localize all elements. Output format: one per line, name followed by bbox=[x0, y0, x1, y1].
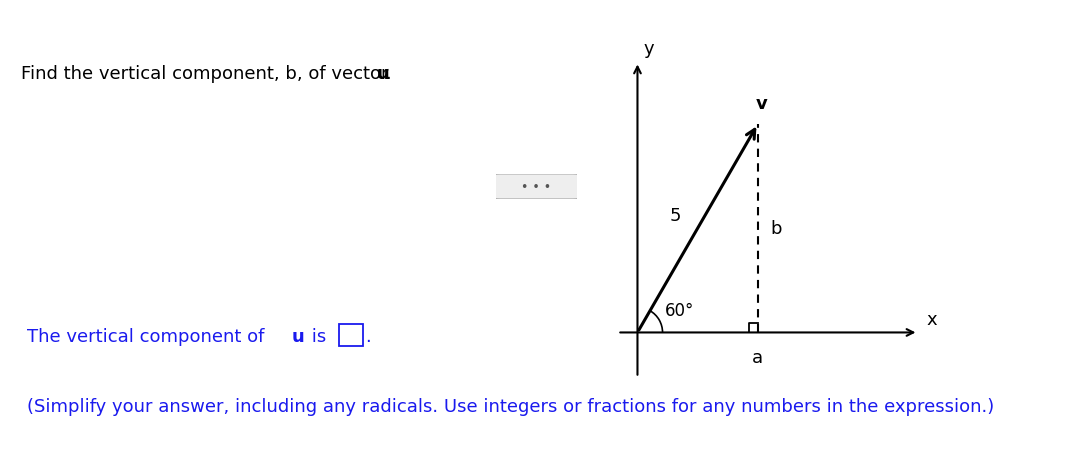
Text: a: a bbox=[752, 348, 763, 366]
FancyBboxPatch shape bbox=[339, 324, 363, 346]
Text: b: b bbox=[770, 220, 781, 238]
Text: 5: 5 bbox=[670, 207, 681, 225]
Text: .: . bbox=[365, 327, 370, 345]
Text: 60°: 60° bbox=[664, 302, 694, 320]
Text: x: x bbox=[926, 311, 937, 329]
Text: y: y bbox=[644, 39, 655, 57]
Text: is: is bbox=[306, 327, 326, 345]
Text: Find the vertical component, b, of vector: Find the vertical component, b, of vecto… bbox=[20, 65, 394, 83]
Text: (Simplify your answer, including any radicals. Use integers or fractions for any: (Simplify your answer, including any rad… bbox=[27, 397, 994, 415]
Text: .: . bbox=[385, 65, 391, 83]
Text: u: u bbox=[377, 65, 389, 83]
Text: u: u bbox=[292, 327, 305, 345]
FancyBboxPatch shape bbox=[493, 174, 580, 200]
Text: • • •: • • • bbox=[521, 181, 552, 194]
Text: The vertical component of: The vertical component of bbox=[27, 327, 270, 345]
Text: v: v bbox=[756, 95, 768, 113]
